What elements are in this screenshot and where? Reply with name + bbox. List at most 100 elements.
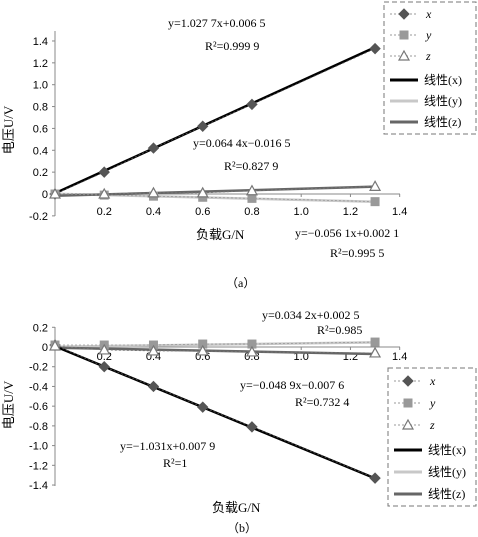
a-y-tick-label: 0.6 (33, 123, 48, 135)
a-legend-label-y: y (425, 28, 432, 42)
a-legend-label-trend-0: 线性(x) (424, 73, 462, 87)
b-y-tick-label: -1.0 (29, 441, 48, 453)
b-annotation-r2-1: R²=0.985 (317, 323, 362, 337)
a-series-x-point (246, 98, 258, 111)
a-legend-label-trend-2: 线性(z) (424, 115, 461, 129)
a-legend-box (383, 1, 477, 135)
a-legend-label-x: x (425, 7, 432, 21)
b-legend-label-z: z (429, 418, 435, 432)
b-series-z-point (48, 339, 62, 351)
b-series-z-point (245, 345, 258, 357)
b-y-tick-label: -1.4 (29, 480, 48, 492)
a-trendline-x (53, 46, 377, 195)
a-series-y-point (370, 197, 380, 207)
a-x-tick-label: 1.4 (392, 206, 407, 218)
b-series-x-point (246, 421, 258, 433)
a-series-y-point (247, 193, 257, 203)
a-y-tick-label: -0.2 (29, 211, 48, 223)
b-y-tick-label: -0.4 (29, 381, 48, 393)
b-legend-marker-y (403, 398, 413, 408)
a-legend-marker-y (399, 30, 409, 40)
b-legend-marker-z (401, 418, 415, 430)
b-y-axis-label: 电压U/V (1, 380, 16, 429)
b-y-tick-label: -0.2 (29, 362, 48, 374)
a-y-tick-label: 1.0 (33, 80, 48, 92)
b-y-tick-label: -0.8 (29, 421, 48, 433)
a-annotation-r2-1: R²=0.999 9 (205, 39, 259, 53)
b-legend: xyz 线性(x) 线性(y) 线性(z) (387, 367, 477, 507)
a-x-tick-label: 1.2 (343, 206, 358, 218)
b-series-x-line (54, 344, 376, 479)
b-x-tick-label: 1.4 (392, 351, 407, 363)
b-series-y-line (55, 341, 376, 346)
b-series-y-point (370, 337, 380, 347)
a-series-z-point (147, 186, 160, 198)
a-x-tick-label: 0.8 (244, 206, 259, 218)
b-x-axis-label: 负载G/N (212, 500, 261, 515)
a-series-z-point (369, 180, 382, 191)
b-series-x-point (197, 401, 209, 413)
b-legend-marker-x (402, 375, 414, 387)
chart-a: 1.4 1.2 1.0 0.8 0.6 0.4 0.2 0 -0.2 0.2 0.4 0.6 0.8 1… (1, 1, 477, 290)
b-y-tick-label: -0.6 (29, 401, 48, 413)
a-series-y-line (54, 193, 376, 203)
a-series-x-point (147, 142, 160, 154)
a-series-z-point (98, 187, 111, 199)
a-series-x-line (54, 48, 376, 195)
a-y-tick-label: 1.4 (33, 36, 48, 48)
a-series-z-line (55, 185, 376, 195)
a-y-tick-label: 0.4 (33, 145, 48, 157)
a-x-tick-label: 1.0 (294, 206, 309, 218)
b-annotation-r2-3: R²=1 (163, 456, 187, 470)
b-series-z-point (369, 346, 382, 358)
b-series-x-point (147, 380, 160, 393)
a-y-axis-label: 电压U/V (1, 105, 16, 154)
a-series-z-point (48, 187, 62, 199)
a-legend-label-trend-1: 线性(y) (424, 94, 462, 108)
a-y-tick-label: 0.8 (33, 102, 48, 114)
a-x-tick-label: 0.4 (146, 206, 161, 218)
a-legend-marker-z (397, 49, 411, 61)
b-legend-label-trend-2: 线性(z) (428, 487, 465, 501)
b-series-x-point (98, 361, 110, 373)
b-series-x-point (369, 472, 381, 484)
b-y-tick-label: 0.2 (33, 322, 48, 334)
b-annotation-eq-2: y=−0.048 9x−0.007 6 (240, 378, 344, 392)
b-legend-label-trend-1: 线性(y) (428, 465, 466, 479)
b-annotation-eq-1: y=0.034 2x+0.002 5 (262, 308, 360, 322)
a-annotation-eq-1: y=1.027 7x+0.006 5 (168, 16, 266, 30)
b-series-z-point (98, 343, 111, 355)
a-caption: （a） (226, 276, 255, 290)
b-legend-label-x: x (429, 374, 436, 388)
b-series-z-point (147, 344, 160, 356)
b-y-tick-label: 0 (42, 342, 48, 354)
b-series-z-line (54, 345, 376, 354)
a-y-tick-label: 0.2 (33, 167, 48, 179)
a-series-z-point (245, 184, 258, 196)
a-x-axis-label: 负载G/N (196, 227, 245, 242)
b-y-tick-label: -1.2 (29, 460, 48, 472)
a-x-tick-label: 0.6 (195, 206, 210, 218)
a-series-z-point (196, 186, 209, 198)
b-annotation-r2-2: R²=0.732 4 (295, 395, 349, 409)
a-annotation-eq-2: y=0.064 4x−0.016 5 (193, 136, 291, 150)
a-legend: xyz 线性(x) 线性(y) 线性(z) (383, 1, 477, 135)
b-annotation-eq-3: y=−1.031x+0.007 9 (120, 439, 215, 453)
b-legend-label-trend-0: 线性(x) (428, 443, 466, 457)
a-annotation-r2-3: R²=0.995 5 (330, 246, 384, 260)
a-series-x-point (98, 166, 110, 178)
a-y-tick-label: 0 (42, 189, 48, 201)
a-y-tick-label: 1.2 (33, 58, 48, 70)
a-annotation-r2-2: R²=0.827 9 (224, 159, 278, 173)
b-legend-box (387, 367, 477, 507)
a-legend-label-z: z (425, 49, 431, 63)
b-caption: （b） (227, 521, 257, 535)
a-annotation-eq-3: y=−0.056 1x+0.002 1 (295, 226, 399, 240)
a-legend-marker-x (398, 8, 410, 20)
a-series-x-point (197, 120, 209, 132)
b-series-z-point (196, 344, 209, 356)
chart-b: 0.20-0.2-0.4-0.6-0.8-1.0-1.2-1.4 0.2 0.4 0… (1, 308, 477, 535)
a-series-x-point (369, 42, 381, 55)
b-legend-label-y: y (429, 396, 436, 410)
